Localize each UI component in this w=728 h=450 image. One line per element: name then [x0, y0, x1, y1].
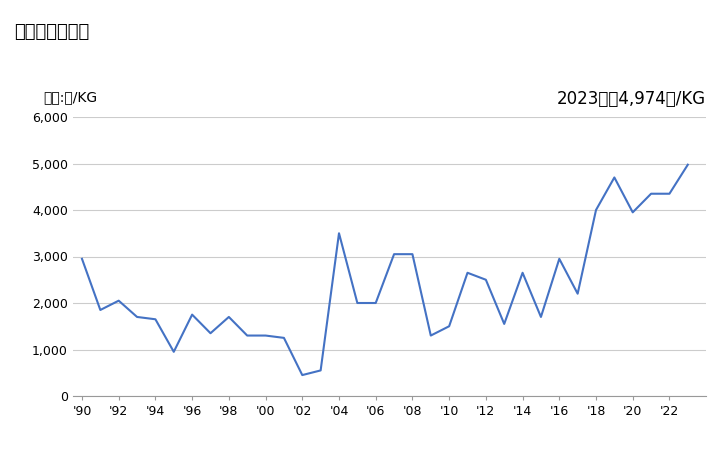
Text: 2023年：4,974円/KG: 2023年：4,974円/KG — [557, 90, 706, 108]
Text: 単位:円/KG: 単位:円/KG — [44, 90, 98, 104]
Text: 輸出価格の推移: 輸出価格の推移 — [15, 22, 90, 40]
